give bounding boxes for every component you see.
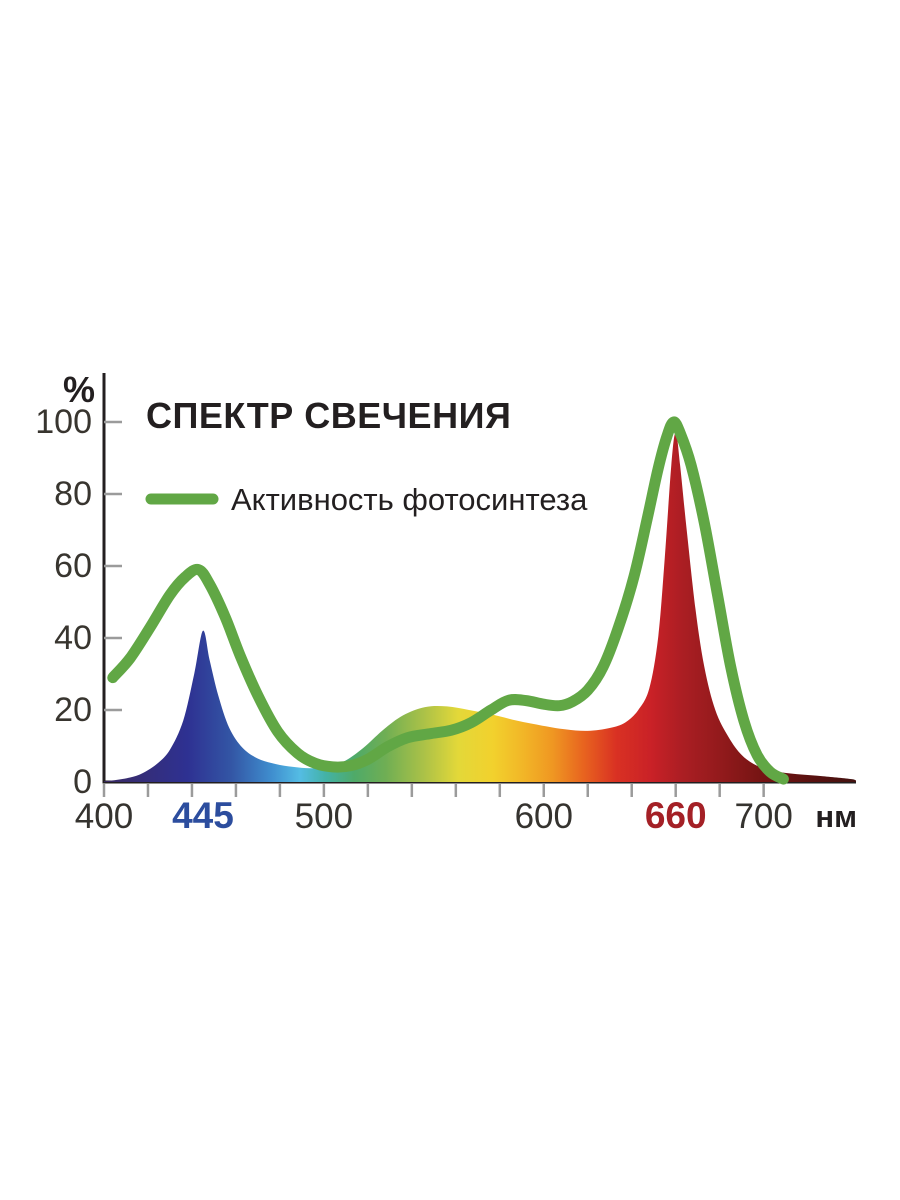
x-axis-tick-label: 700 xyxy=(734,797,792,836)
x-axis-tick-label: 445 xyxy=(172,795,234,836)
emission-spectrum-area xyxy=(104,432,856,782)
x-axis-tick-label: 400 xyxy=(75,797,133,836)
legend-label: Активность фотосинтеза xyxy=(231,482,588,517)
x-axis-tick-label: 660 xyxy=(645,795,707,836)
photosynthesis-activity-line xyxy=(107,416,789,785)
y-axis-labels: 0 20 40 60 80 100 xyxy=(35,403,92,801)
y-axis-tick-label: 20 xyxy=(54,691,92,729)
y-axis-ticks xyxy=(104,420,122,712)
legend: Активность фотосинтеза xyxy=(145,482,588,517)
x-axis-ticks xyxy=(102,784,765,797)
y-axis-tick-label: 100 xyxy=(35,403,92,441)
x-axis-tick-label: 600 xyxy=(515,797,573,836)
x-axis-labels: 400 445 500 600 660 700 xyxy=(75,795,793,836)
y-axis-tick-label: 40 xyxy=(54,619,92,657)
y-axis-tick-label: 60 xyxy=(54,547,92,585)
y-axis-unit-label: % xyxy=(63,369,95,410)
y-axis-tick-label: 80 xyxy=(54,475,92,513)
y-axis-tick-label: 0 xyxy=(73,763,92,801)
x-axis-unit-label: нм xyxy=(815,799,857,834)
chart-title: СПЕКТР СВЕЧЕНИЯ xyxy=(146,395,511,436)
x-axis-tick-label: 500 xyxy=(295,797,353,836)
